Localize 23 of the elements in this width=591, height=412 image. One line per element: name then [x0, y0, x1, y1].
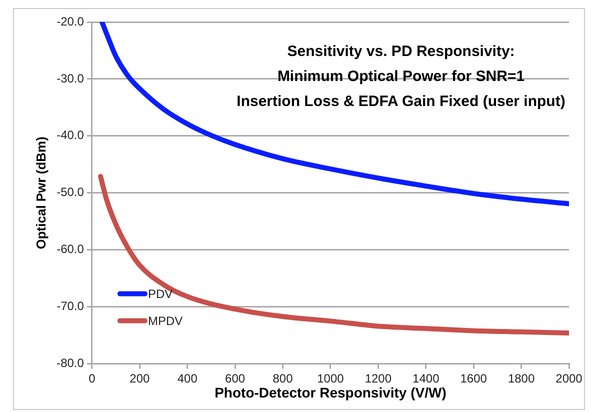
x-tick-label: 0 [88, 371, 96, 386]
y-tick-label: -70.0 [56, 299, 84, 314]
x-tick-label: 600 [225, 371, 246, 386]
y-tick-label: -50.0 [56, 185, 84, 200]
x-tick-label: 400 [177, 371, 198, 386]
x-tick-label: 1400 [412, 371, 440, 386]
y-tick-label: -40.0 [56, 128, 84, 142]
x-tick-label: 1000 [317, 371, 344, 386]
x-tick-label: 200 [130, 371, 150, 386]
y-tick-label: -30.0 [56, 71, 84, 86]
x-axis-title: Photo-Detector Responsivity (V/W) [214, 384, 446, 400]
x-tick-label: 1600 [460, 371, 488, 386]
x-tick-label: 1200 [364, 371, 392, 386]
y-tick-label: -80.0 [56, 356, 84, 370]
y-axis-title: Optical Pwr (dBm) [33, 136, 48, 250]
text: Sensitivity vs. PD Responsivity: Minimum Optical Power for SNR=1 Insertion Loss & EDFA Gain Fixed (user input) [236, 43, 566, 110]
legend-label: PDV [148, 287, 173, 302]
x-tick-label: 800 [272, 371, 294, 386]
y-tick-label: -20.0 [56, 14, 84, 28]
y-tick-label: -60.0 [56, 242, 84, 256]
x-tick-label: 2000 [556, 371, 583, 386]
legend-label: MPDV [148, 314, 183, 328]
x-tick-label: 1800 [508, 371, 535, 386]
